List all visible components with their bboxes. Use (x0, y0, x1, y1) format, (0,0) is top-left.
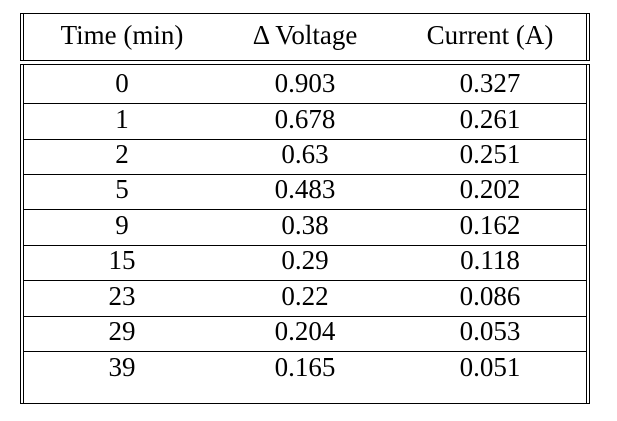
cell-voltage: 0.678 (274, 104, 336, 134)
table-row: 15 0.29 0.118 (0, 243, 617, 278)
row-divider (23, 245, 587, 246)
row-divider (23, 139, 587, 140)
cell-current: 0.251 (459, 139, 521, 169)
cell-current: 0.053 (459, 316, 521, 346)
row-divider (23, 316, 587, 317)
table-row: 2 0.63 0.251 (0, 137, 617, 172)
cell-voltage: 0.165 (274, 352, 336, 382)
cell-time: 23 (108, 281, 136, 311)
row-divider (23, 280, 587, 281)
table-header-row: Time (min) Δ Voltage Current (A) (0, 17, 617, 53)
table-row: 5 0.483 0.202 (0, 172, 617, 207)
table-row: 9 0.38 0.162 (0, 208, 617, 243)
cell-current: 0.162 (459, 210, 521, 240)
row-divider (23, 103, 587, 104)
row-divider (23, 209, 587, 210)
cell-time: 39 (108, 352, 136, 382)
table-row: 0 0.903 0.327 (0, 66, 617, 101)
table-row: 23 0.22 0.086 (0, 279, 617, 314)
table-row: 29 0.204 0.053 (0, 314, 617, 349)
cell-current: 0.261 (459, 104, 521, 134)
cell-current: 0.202 (459, 174, 521, 204)
cell-current: 0.118 (460, 245, 520, 275)
header-voltage: Δ Voltage (252, 20, 358, 50)
cell-time: 9 (115, 210, 129, 240)
cell-voltage: 0.483 (274, 174, 336, 204)
cell-time: 15 (108, 245, 136, 275)
cell-current: 0.086 (459, 281, 521, 311)
cell-current: 0.051 (459, 352, 521, 382)
cell-voltage: 0.903 (274, 68, 336, 98)
row-divider (23, 174, 587, 175)
cell-voltage: 0.38 (281, 210, 329, 240)
cell-time: 2 (115, 139, 129, 169)
cell-voltage: 0.204 (274, 316, 336, 346)
cell-time: 0 (115, 68, 129, 98)
cell-time: 1 (115, 104, 129, 134)
cell-voltage: 0.29 (281, 245, 329, 275)
table-header-frame (20, 13, 590, 61)
cell-voltage: 0.63 (281, 139, 329, 169)
header-time: Time (min) (60, 20, 184, 50)
table-row: 39 0.165 0.051 (0, 350, 617, 385)
cell-voltage: 0.22 (281, 281, 329, 311)
cell-time: 29 (108, 316, 136, 346)
cell-time: 5 (115, 174, 129, 204)
table-row: 1 0.678 0.261 (0, 102, 617, 137)
table-body-frame (20, 64, 590, 404)
cell-current: 0.327 (459, 68, 521, 98)
header-current: Current (A) (426, 20, 554, 50)
row-divider (23, 351, 587, 352)
